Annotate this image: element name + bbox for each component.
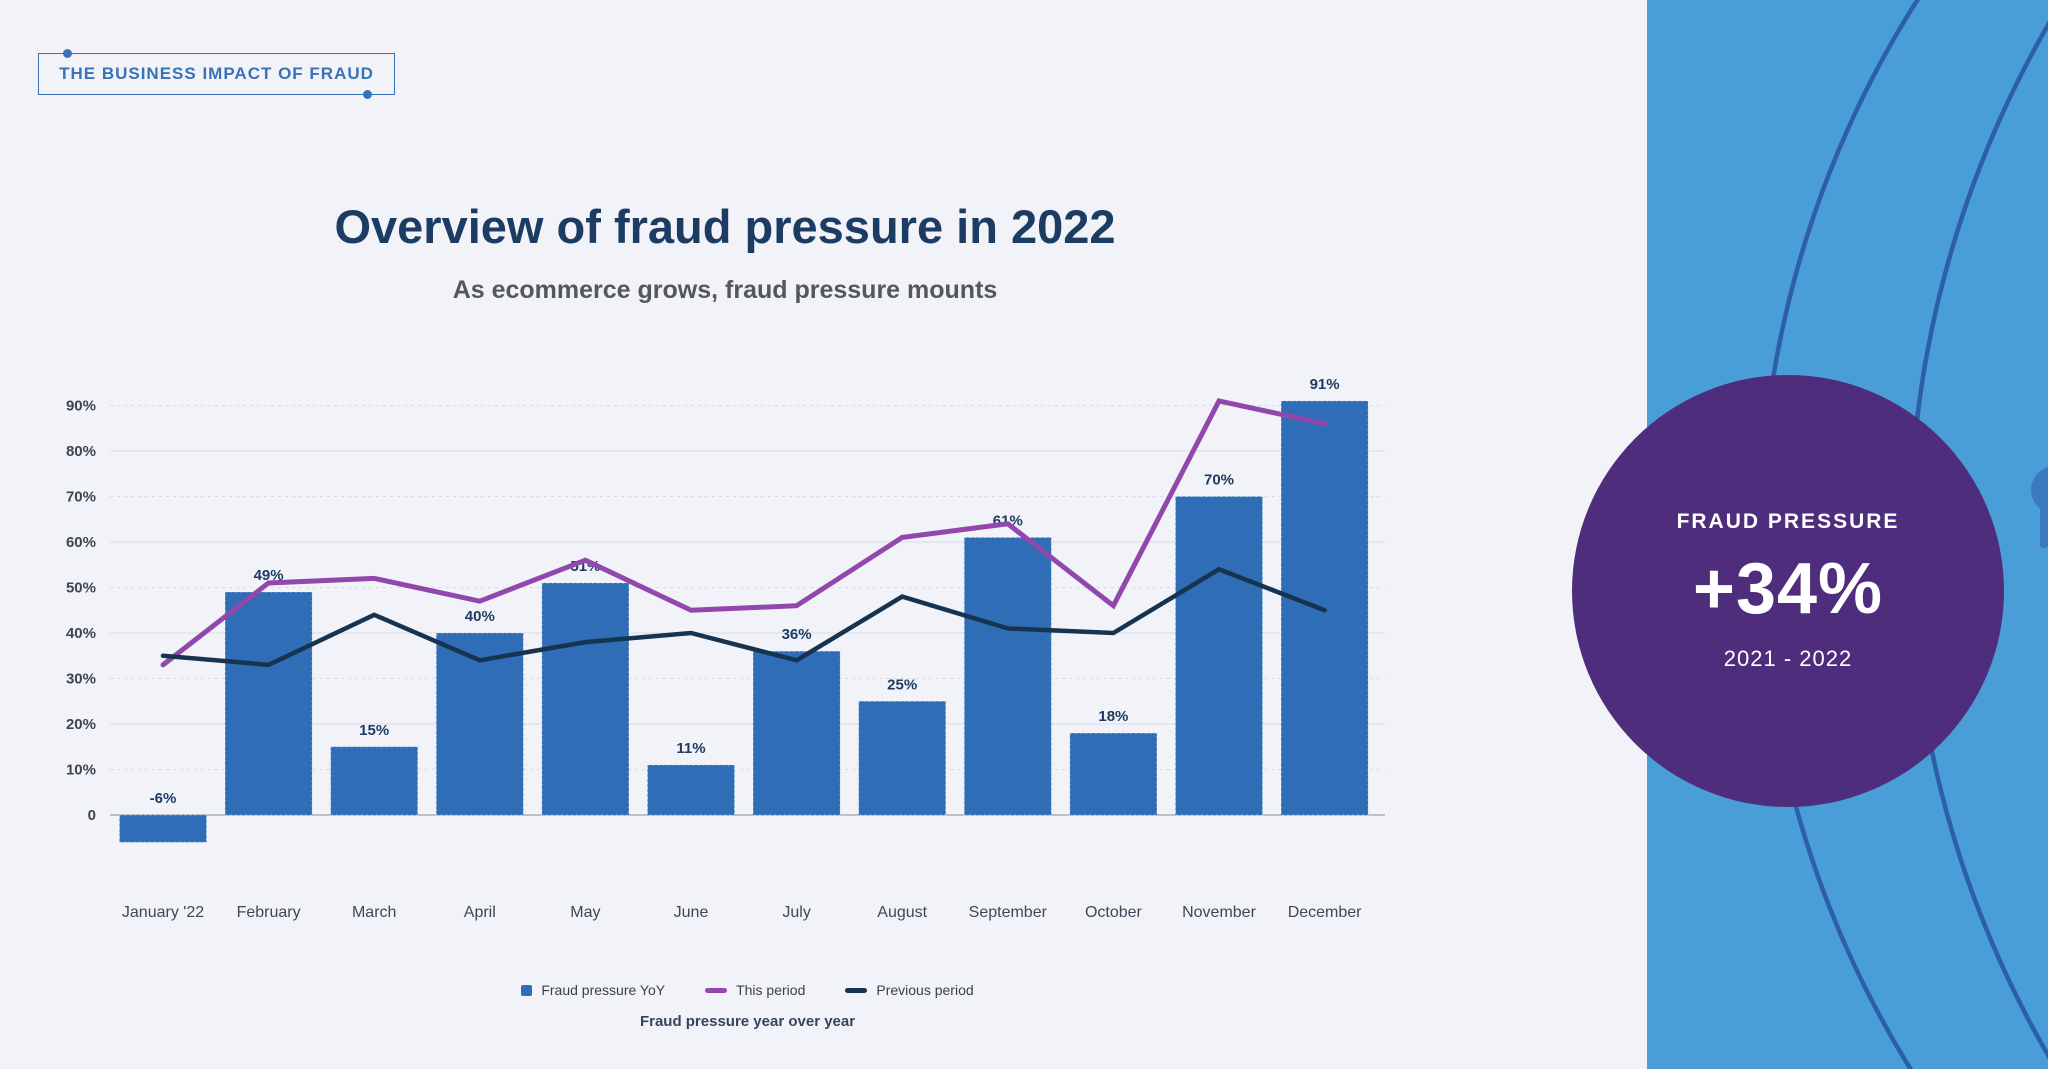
badge-label: THE BUSINESS IMPACT OF FRAUD bbox=[59, 64, 374, 83]
y-tick-label: 20% bbox=[66, 716, 96, 733]
stat-label: FRAUD PRESSURE bbox=[1676, 510, 1900, 533]
chart-legend: Fraud pressure YoY This period Previous … bbox=[521, 982, 974, 998]
bar-value-label: 70% bbox=[1204, 472, 1234, 489]
legend-bar-swatch-icon bbox=[521, 984, 533, 996]
legend-item-bars: Fraud pressure YoY bbox=[521, 982, 665, 998]
x-tick-label: January '22 bbox=[122, 904, 204, 921]
y-tick-label: 10% bbox=[66, 762, 96, 779]
x-tick-label: September bbox=[969, 904, 1048, 921]
y-tick-label: 70% bbox=[66, 489, 96, 506]
x-tick-label: April bbox=[464, 904, 496, 921]
report-badge: THE BUSINESS IMPACT OF FRAUD bbox=[38, 49, 395, 99]
edge-bar-decoration bbox=[2040, 500, 2048, 548]
bar bbox=[224, 591, 313, 816]
bar bbox=[1069, 732, 1158, 816]
bar bbox=[541, 582, 630, 816]
bar bbox=[119, 814, 207, 843]
bar-value-label: 91% bbox=[1310, 376, 1340, 393]
x-tick-label: March bbox=[352, 904, 396, 921]
x-tick-label: December bbox=[1288, 904, 1362, 921]
y-tick-label: 30% bbox=[66, 671, 96, 688]
bar-value-label: 49% bbox=[254, 567, 284, 584]
stat-range: 2021 - 2022 bbox=[1723, 646, 1853, 671]
x-tick-label: October bbox=[1085, 904, 1143, 921]
y-tick-label: 0 bbox=[88, 807, 96, 824]
bar-value-label: 18% bbox=[1098, 708, 1128, 725]
bar bbox=[858, 700, 947, 816]
chart-caption: Fraud pressure year over year bbox=[639, 1013, 856, 1030]
bar bbox=[1175, 496, 1263, 816]
x-tick-label: November bbox=[1182, 904, 1256, 921]
bar bbox=[647, 764, 735, 816]
y-tick-label: 80% bbox=[66, 443, 96, 460]
stat-value: +34% bbox=[1692, 549, 1884, 629]
y-tick-label: 40% bbox=[66, 625, 96, 642]
y-tick-label: 90% bbox=[66, 398, 96, 415]
x-tick-label: June bbox=[674, 904, 709, 921]
legend-item-previous-period: Previous period bbox=[845, 982, 974, 998]
x-tick-label: February bbox=[237, 904, 301, 921]
bar-value-label: -6% bbox=[150, 790, 177, 807]
badge-corner-dot bbox=[363, 90, 372, 99]
bar-value-label: 11% bbox=[676, 740, 705, 757]
chart-footer: Fraud pressure YoY This period Previous … bbox=[110, 982, 1385, 1030]
bar-value-label: 40% bbox=[465, 608, 495, 625]
legend-item-this-period: This period bbox=[705, 982, 805, 998]
y-tick-label: 50% bbox=[66, 580, 96, 597]
this-period-line bbox=[160, 398, 1328, 668]
x-tick-label: July bbox=[782, 904, 810, 921]
legend-line-swatch-icon bbox=[845, 987, 868, 993]
bar bbox=[330, 746, 419, 816]
bar-value-label: 36% bbox=[782, 626, 812, 643]
bar bbox=[963, 536, 1052, 816]
x-tick-label: August bbox=[877, 904, 927, 921]
y-tick-label: 60% bbox=[66, 534, 96, 551]
bar-value-label: 15% bbox=[359, 722, 389, 739]
bar-value-label: 25% bbox=[887, 676, 917, 693]
chart-heading: Overview of fraud pressure in 2022 As ec… bbox=[110, 200, 1340, 305]
legend-label: This period bbox=[736, 982, 806, 998]
fraud-pressure-stat-circle: FRAUD PRESSURE +34% 2021 - 2022 bbox=[1572, 375, 2004, 807]
x-tick-label: May bbox=[570, 904, 600, 921]
page-title: Overview of fraud pressure in 2022 bbox=[334, 200, 1116, 253]
legend-line-swatch-icon bbox=[705, 987, 728, 993]
badge-corner-dot bbox=[63, 49, 72, 58]
previous-period-line bbox=[160, 566, 1327, 668]
legend-label: Previous period bbox=[876, 982, 974, 998]
page-subtitle: As ecommerce grows, fraud pressure mount… bbox=[452, 276, 998, 305]
legend-label: Fraud pressure YoY bbox=[541, 982, 666, 998]
bar bbox=[435, 632, 524, 816]
bar bbox=[752, 650, 841, 816]
